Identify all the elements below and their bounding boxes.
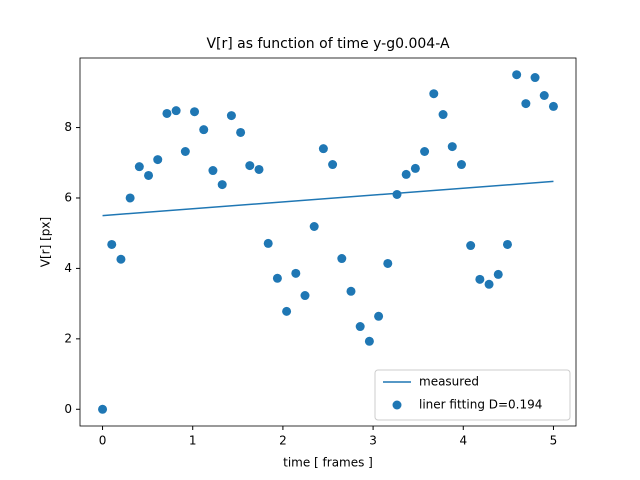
point (512, 70, 522, 80)
x-tick-label: 0 (99, 434, 107, 448)
point (392, 189, 402, 199)
x-tick-label: 4 (459, 434, 467, 448)
point (282, 306, 292, 316)
point (548, 101, 558, 111)
point (502, 239, 512, 249)
point (217, 180, 227, 190)
y-tick-label: 6 (64, 190, 72, 204)
point (144, 170, 154, 180)
point (328, 160, 338, 170)
point (263, 238, 273, 248)
point (162, 108, 172, 118)
point (429, 89, 439, 99)
point (318, 144, 328, 154)
point (401, 169, 411, 179)
point (309, 222, 319, 232)
chart-title: V[r] as function of time y-g0.004-A (206, 36, 449, 52)
axes-frame (79, 57, 577, 427)
point (208, 166, 218, 176)
x-tick-label: 2 (279, 434, 287, 448)
line (102, 180, 554, 217)
y-tick-label: 8 (64, 120, 72, 134)
point (447, 142, 457, 152)
point (199, 125, 209, 135)
point (254, 164, 264, 174)
point (180, 146, 190, 156)
point (484, 279, 494, 289)
x-tick-label: 5 (550, 434, 558, 448)
point (475, 274, 485, 284)
point (364, 336, 374, 346)
point (134, 162, 144, 172)
legend-label: measured (419, 375, 479, 389)
y-axis-label: V[r] [px] (39, 217, 53, 267)
point (236, 127, 246, 137)
point (521, 99, 531, 109)
point (539, 91, 549, 101)
point (125, 193, 135, 203)
legend-label: liner fitting D=0.194 (419, 398, 542, 412)
point (98, 404, 108, 414)
point (116, 254, 126, 264)
point (346, 286, 356, 296)
point (245, 161, 255, 171)
point (190, 107, 200, 117)
point (272, 273, 282, 283)
point (291, 268, 301, 278)
point (383, 258, 393, 268)
point (466, 241, 476, 251)
point (374, 311, 384, 321)
legend-box (374, 369, 571, 421)
point (456, 160, 466, 170)
x-axis-label: time [ frames ] (283, 456, 373, 470)
point (337, 254, 347, 264)
point (530, 73, 540, 83)
point (226, 111, 236, 121)
y-tick-label: 4 (64, 261, 72, 275)
y-tick-label: 2 (64, 331, 72, 345)
point (420, 146, 430, 156)
x-tick-label: 1 (189, 434, 197, 448)
point (171, 106, 181, 116)
point (493, 269, 503, 279)
point (107, 239, 117, 249)
point (410, 163, 420, 173)
x-tick-label: 3 (369, 434, 377, 448)
point (355, 322, 365, 332)
legend-swatch (392, 400, 402, 410)
y-tick-label: 0 (64, 402, 72, 416)
point (438, 110, 448, 120)
point (300, 291, 310, 301)
point (153, 155, 163, 165)
